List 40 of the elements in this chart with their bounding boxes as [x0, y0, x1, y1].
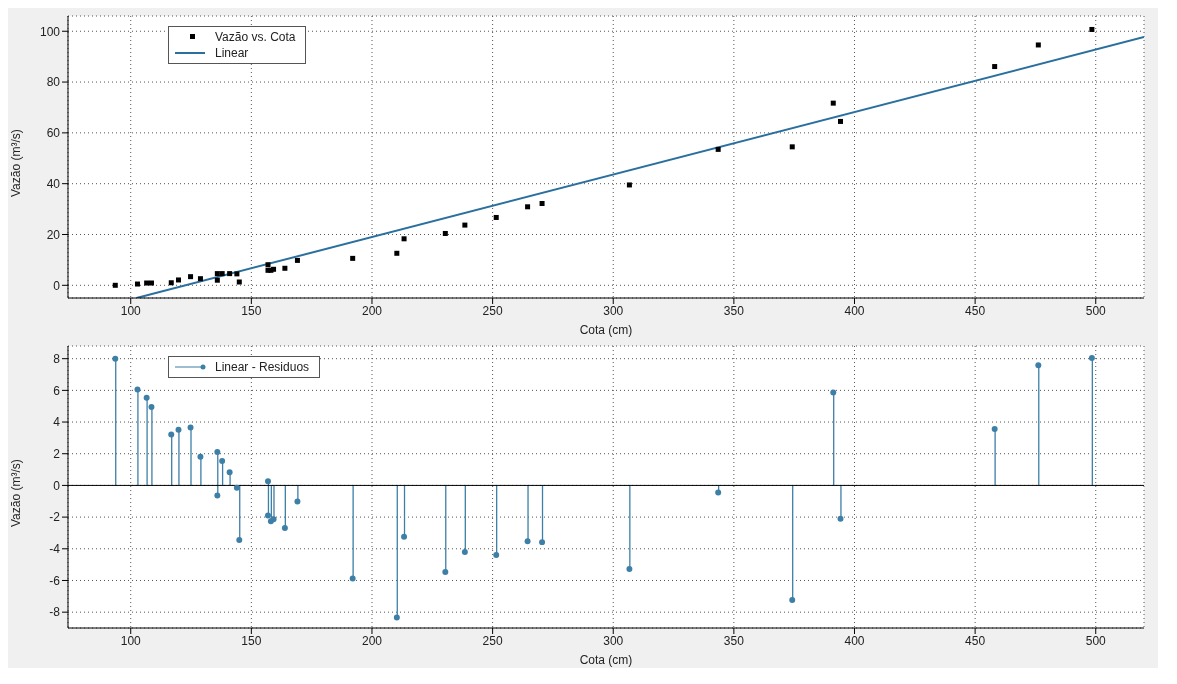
x-tick-label: 500 [1085, 303, 1107, 318]
y-tick-label: 40 [46, 176, 61, 191]
legend-label: Vazão vs. Cota [215, 29, 296, 45]
x-tick-label: 250 [482, 633, 503, 648]
y-tick-label: 4 [53, 415, 61, 430]
y-tick-label: 20 [46, 227, 61, 242]
y-tick-label: 6 [53, 383, 61, 398]
x-tick-label: 350 [723, 303, 745, 318]
x-tick-label: 200 [361, 303, 383, 318]
x-tick-label: 100 [120, 633, 142, 648]
y-tick-label: 100 [39, 24, 61, 39]
x-tick-label: 500 [1085, 633, 1107, 648]
y-tick-label: 2 [53, 446, 61, 461]
y-tick-label: 60 [46, 126, 61, 141]
x-axis-title: Cota (cm) [579, 653, 633, 667]
x-tick-label: 150 [241, 633, 262, 648]
x-tick-label: 300 [603, 633, 624, 648]
y-tick-label: 8 [53, 351, 61, 366]
x-tick-label: 350 [723, 633, 745, 648]
x-tick-label: 400 [844, 633, 865, 648]
y-tick-label: -2 [49, 510, 61, 525]
x-axis-title: Cota (cm) [579, 323, 633, 337]
y-tick-label: -4 [49, 542, 61, 557]
legend-label: Linear [215, 45, 249, 61]
y-tick-label: -8 [49, 605, 61, 620]
y-tick-label: 80 [46, 75, 61, 90]
x-tick-label: 150 [241, 303, 262, 318]
y-tick-label: 0 [53, 278, 61, 293]
legend-label: Linear - Residuos [215, 359, 310, 375]
x-tick-label: 400 [844, 303, 865, 318]
x-tick-label: 450 [965, 303, 986, 318]
y-tick-label: -6 [49, 573, 61, 588]
x-tick-label: 300 [603, 303, 624, 318]
y-axis-title: Vazão (m³/s) [9, 129, 24, 197]
x-tick-label: 250 [482, 303, 503, 318]
y-axis-title: Vazão (m³/s) [9, 459, 24, 527]
x-tick-label: 450 [965, 633, 986, 648]
y-tick-label: 0 [53, 478, 61, 493]
x-tick-label: 200 [361, 633, 383, 648]
x-tick-label: 100 [120, 303, 142, 318]
